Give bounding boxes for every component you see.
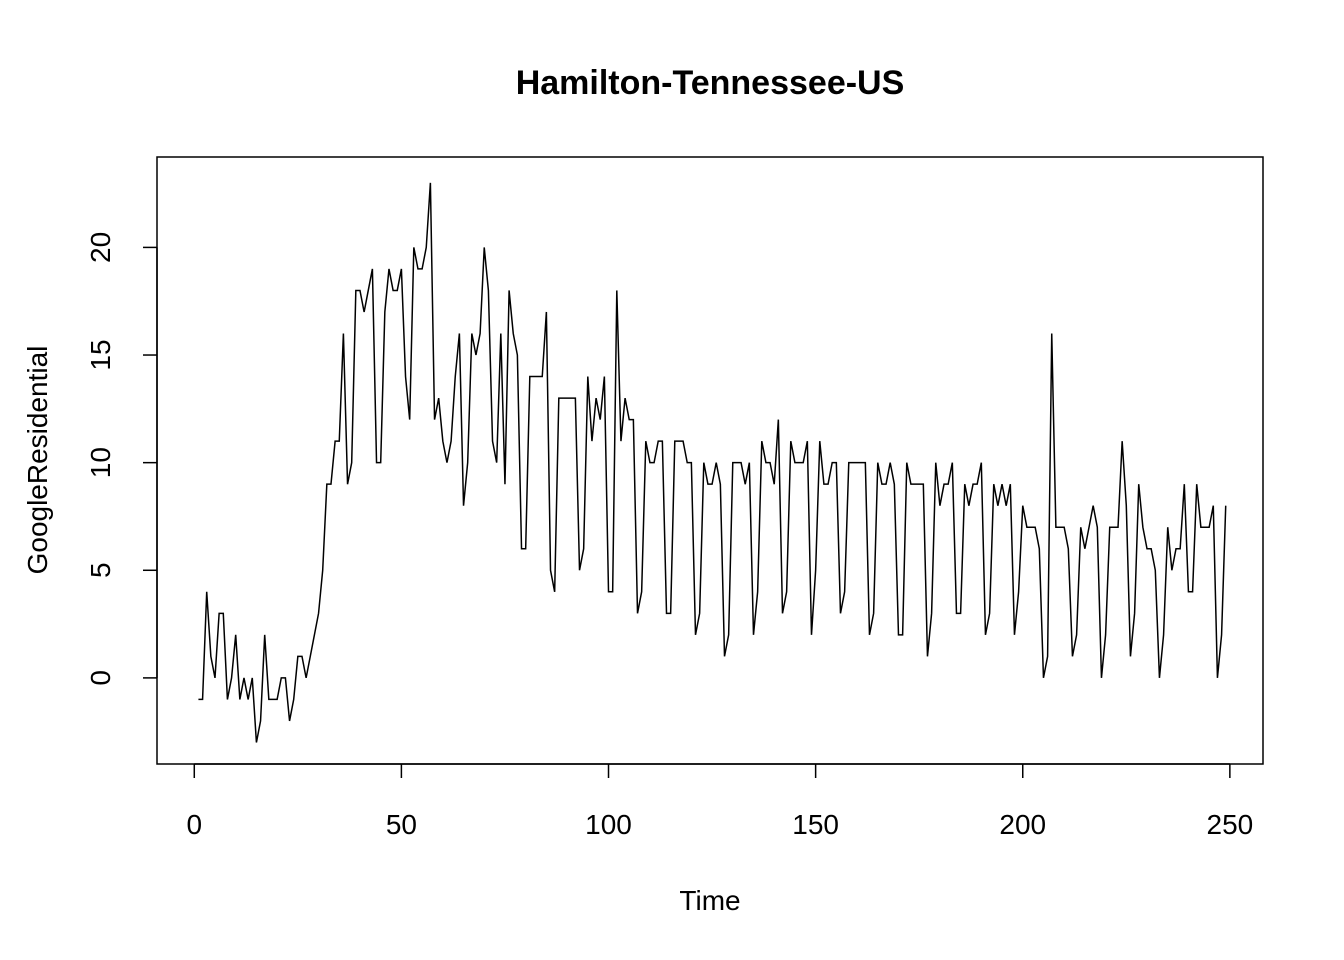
y-tick-label: 5 xyxy=(85,562,116,578)
y-axis-label: GoogleResidential xyxy=(22,346,53,575)
x-axis: 0 50 100 150 200 250 xyxy=(186,763,1254,840)
y-tick-label: 0 xyxy=(85,670,116,686)
chart-title: Hamilton-Tennessee-US xyxy=(516,64,905,102)
x-tick-label: 250 xyxy=(1207,809,1254,840)
plot-frame xyxy=(156,156,1264,765)
y-tick-label: 15 xyxy=(85,339,116,370)
series-line xyxy=(198,182,1227,743)
x-tick-label: 50 xyxy=(386,809,417,840)
x-tick-label: 0 xyxy=(186,809,202,840)
x-tick-label: 200 xyxy=(999,809,1046,840)
y-axis: 0 5 10 15 20 xyxy=(85,232,158,686)
y-tick-label: 20 xyxy=(85,232,116,263)
x-axis-label: Time xyxy=(679,885,740,916)
x-tick-label: 150 xyxy=(792,809,839,840)
y-tick-label: 10 xyxy=(85,447,116,478)
x-tick-label: 100 xyxy=(585,809,632,840)
